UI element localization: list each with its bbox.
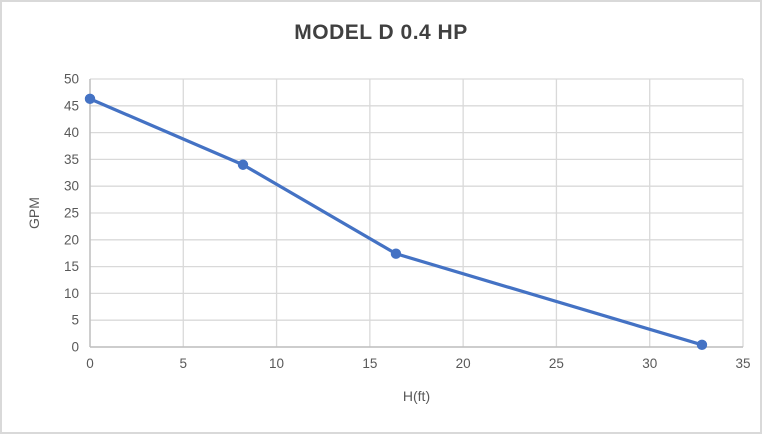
y-tick-label: 15 xyxy=(64,259,79,274)
x-tick-label: 10 xyxy=(269,356,284,371)
y-tick-label: 25 xyxy=(64,206,79,221)
y-tick-label: 50 xyxy=(64,72,79,87)
x-tick-label: 20 xyxy=(456,356,471,371)
x-tick-label: 0 xyxy=(86,356,94,371)
x-tick-label: 25 xyxy=(549,356,564,371)
data-point-marker xyxy=(696,339,708,351)
y-tick-label: 30 xyxy=(64,179,79,194)
data-point-marker xyxy=(390,248,402,259)
series-line xyxy=(88,97,704,347)
y-tick-label: 0 xyxy=(71,340,79,355)
x-tick-label: 35 xyxy=(735,356,750,371)
y-tick-label: 5 xyxy=(71,313,79,328)
y-tick-label: 35 xyxy=(64,152,79,167)
x-tick-label: 15 xyxy=(362,356,377,371)
y-tick-label: 20 xyxy=(64,232,79,247)
y-tick-label: 45 xyxy=(64,98,79,113)
y-axis-title: GPM xyxy=(26,197,42,229)
y-tick-label: 10 xyxy=(64,286,79,301)
y-tick-label: 40 xyxy=(64,125,79,140)
x-tick-label: 30 xyxy=(642,356,657,371)
chart-title: MODEL D 0.4 HP xyxy=(294,21,468,44)
x-axis-title: H(ft) xyxy=(402,388,431,404)
x-tick-label: 5 xyxy=(180,356,188,371)
data-point-marker xyxy=(84,93,96,105)
data-point-marker xyxy=(237,159,249,170)
